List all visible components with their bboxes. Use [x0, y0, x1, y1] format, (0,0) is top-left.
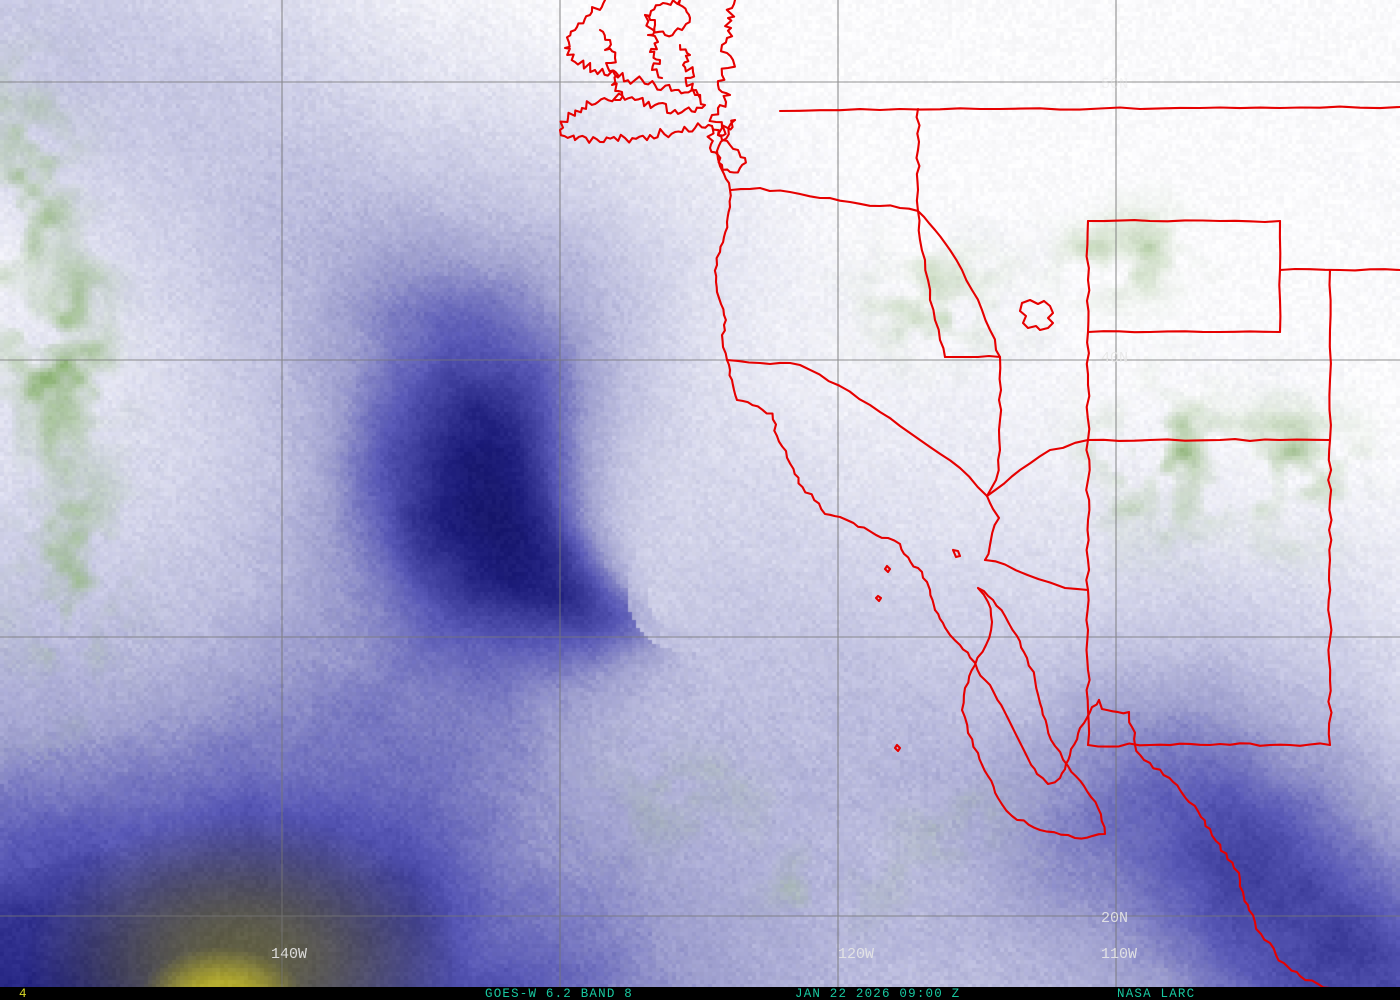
svg-text:GOES-W 6.2 BAND 8: GOES-W 6.2 BAND 8 [485, 987, 633, 1000]
svg-text:4: 4 [19, 987, 27, 1000]
svg-text:20N: 20N [1101, 910, 1128, 927]
svg-text:50N: 50N [1101, 76, 1128, 93]
svg-text:JAN 22 2026 09:00 Z: JAN 22 2026 09:00 Z [795, 987, 960, 1000]
svg-text:40N: 40N [1101, 350, 1128, 367]
svg-text:110W: 110W [1101, 946, 1137, 963]
svg-text:120W: 120W [838, 946, 874, 963]
svg-text:NASA LARC: NASA LARC [1117, 987, 1195, 1000]
svg-text:140W: 140W [271, 946, 307, 963]
